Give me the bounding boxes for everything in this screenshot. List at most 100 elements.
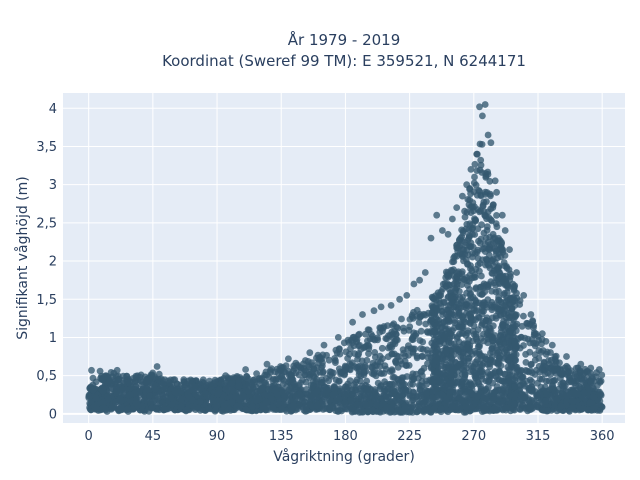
data-point	[492, 315, 500, 322]
data-point	[478, 221, 485, 229]
data-point	[362, 401, 369, 408]
data-point	[592, 373, 600, 381]
data-point	[349, 318, 356, 326]
data-point	[463, 220, 471, 228]
data-point	[449, 403, 456, 410]
data-point	[460, 359, 468, 366]
data-point	[332, 359, 339, 366]
data-point	[486, 264, 494, 272]
data-point	[263, 371, 270, 379]
data-point	[430, 359, 438, 367]
y-tick-label: 1	[49, 331, 57, 346]
data-point	[427, 234, 435, 242]
data-point	[388, 350, 396, 358]
data-point	[482, 188, 489, 196]
data-point	[275, 400, 282, 408]
data-point	[566, 407, 573, 415]
data-point	[469, 337, 477, 345]
data-point	[439, 355, 446, 363]
data-point	[504, 363, 512, 371]
data-point	[499, 384, 507, 392]
data-point	[93, 395, 100, 402]
data-point	[313, 402, 321, 409]
data-point	[476, 166, 484, 174]
data-point	[496, 279, 503, 286]
data-point	[112, 387, 120, 395]
data-point	[112, 398, 119, 406]
data-point	[479, 112, 486, 120]
data-point	[269, 403, 277, 411]
data-point	[405, 326, 413, 334]
data-point	[519, 402, 527, 410]
data-point	[530, 324, 537, 332]
data-point	[410, 280, 418, 288]
data-point	[510, 324, 518, 332]
data-point	[485, 317, 493, 325]
data-point	[454, 333, 461, 340]
data-point	[439, 323, 446, 331]
data-point	[529, 404, 537, 411]
data-point	[548, 341, 556, 349]
data-point	[409, 394, 417, 401]
data-point	[360, 368, 368, 375]
data-point	[502, 301, 510, 309]
data-point	[492, 247, 500, 255]
data-point	[211, 376, 219, 384]
data-point	[378, 370, 385, 377]
y-tick-label: 3	[49, 178, 57, 193]
data-point	[328, 404, 336, 412]
data-point	[446, 380, 454, 388]
data-point	[383, 403, 391, 411]
data-point	[146, 392, 154, 399]
data-point	[563, 392, 571, 400]
data-point	[416, 276, 423, 284]
data-point	[182, 381, 189, 389]
data-point	[494, 375, 501, 383]
data-point	[123, 372, 131, 380]
data-point	[552, 352, 560, 360]
x-tick-label: 225	[397, 429, 422, 444]
data-point	[449, 365, 456, 373]
data-point	[433, 211, 441, 219]
data-point	[228, 398, 236, 406]
data-point	[550, 397, 558, 405]
data-point	[500, 391, 508, 399]
data-point	[506, 332, 514, 340]
data-point	[487, 139, 495, 147]
data-point	[524, 320, 531, 327]
data-point	[551, 376, 559, 384]
data-point	[369, 332, 376, 340]
data-point	[106, 378, 114, 385]
data-point	[493, 188, 500, 196]
data-point	[519, 373, 527, 381]
data-point	[88, 366, 95, 374]
data-point	[461, 213, 469, 221]
data-point	[447, 295, 455, 302]
data-point	[294, 361, 301, 369]
data-point	[408, 336, 416, 344]
data-point	[458, 379, 466, 387]
data-point	[542, 397, 550, 405]
data-point	[470, 179, 478, 187]
data-point	[484, 131, 492, 139]
data-point	[155, 370, 163, 378]
data-point	[520, 312, 527, 320]
data-point	[167, 394, 175, 402]
data-point	[519, 379, 527, 387]
data-point	[503, 289, 511, 296]
data-point	[467, 166, 475, 173]
data-point	[513, 289, 520, 297]
data-point	[469, 327, 477, 335]
data-point	[512, 344, 520, 352]
data-point	[389, 374, 397, 381]
data-point	[479, 362, 486, 369]
data-point	[337, 387, 345, 395]
data-point	[205, 405, 213, 413]
data-point	[535, 362, 543, 370]
data-point	[126, 391, 134, 399]
data-point	[511, 376, 519, 384]
data-point	[151, 385, 159, 393]
data-point	[123, 406, 131, 413]
data-point	[357, 387, 365, 395]
